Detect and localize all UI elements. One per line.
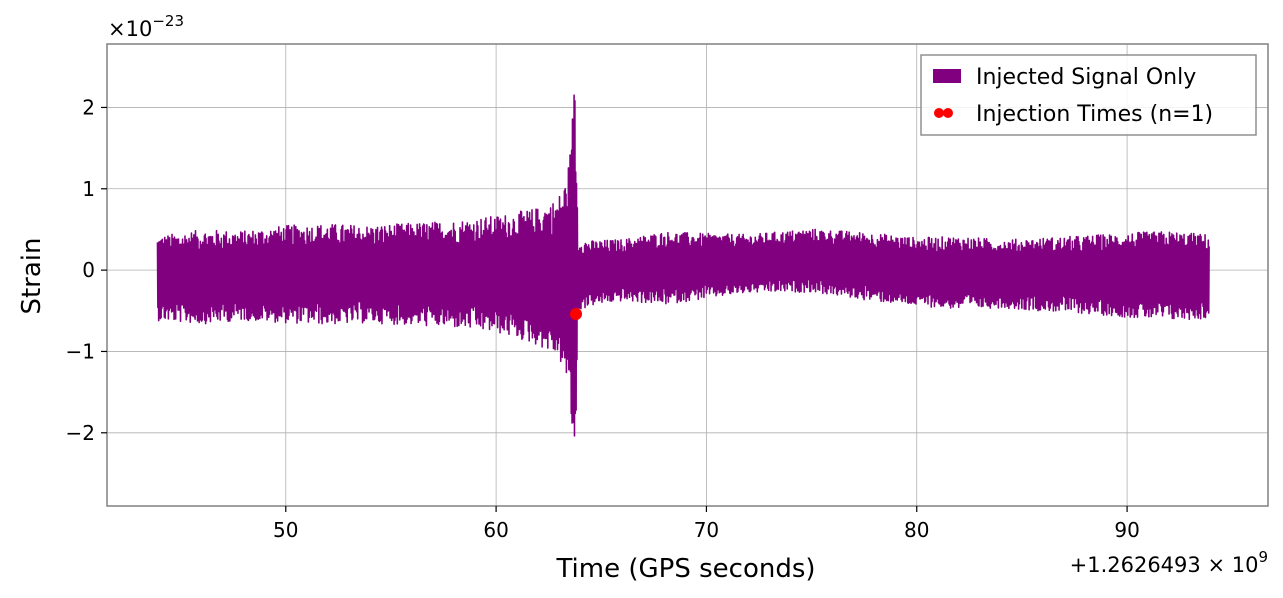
x-offset-label: +1.2626493 × 109 bbox=[1070, 548, 1268, 577]
x-tick-label-50: 50 bbox=[273, 518, 298, 542]
x-ticks: 50 60 70 80 90 bbox=[273, 506, 1140, 542]
y-axis-label: Strain bbox=[17, 237, 47, 314]
plot-area bbox=[156, 94, 1210, 437]
legend-marker-injection-2 bbox=[943, 108, 953, 118]
series-line-injected-signal bbox=[156, 94, 1210, 437]
y-tick-label--1: −1 bbox=[66, 339, 95, 363]
y-tick-label-1: 1 bbox=[82, 177, 95, 201]
legend-swatch-signal bbox=[933, 69, 961, 83]
y-tick-label-0: 0 bbox=[82, 258, 95, 282]
legend-label-signal: Injected Signal Only bbox=[976, 65, 1196, 90]
x-tick-label-70: 70 bbox=[694, 518, 719, 542]
axes-frame bbox=[106, 43, 1269, 507]
y-scale-label: ×10−23 bbox=[108, 12, 184, 41]
x-tick-label-60: 60 bbox=[483, 518, 508, 542]
legend-marker-injection-1 bbox=[934, 108, 944, 118]
injection-time-point-1 bbox=[570, 308, 583, 321]
x-tick-label-90: 90 bbox=[1114, 518, 1139, 542]
series-layer bbox=[156, 94, 1210, 437]
y-tick-label--2: −2 bbox=[66, 421, 95, 445]
x-axis-label: Time (GPS seconds) bbox=[555, 554, 815, 584]
legend-label-injection: Injection Times (n=1) bbox=[976, 102, 1213, 127]
legend: Injected Signal Only Injection Times (n=… bbox=[920, 54, 1257, 136]
x-tick-label-80: 80 bbox=[904, 518, 929, 542]
legend-box bbox=[920, 54, 1257, 136]
y-tick-label-2: 2 bbox=[82, 95, 95, 119]
y-ticks: −2 −1 0 1 2 bbox=[66, 95, 107, 445]
